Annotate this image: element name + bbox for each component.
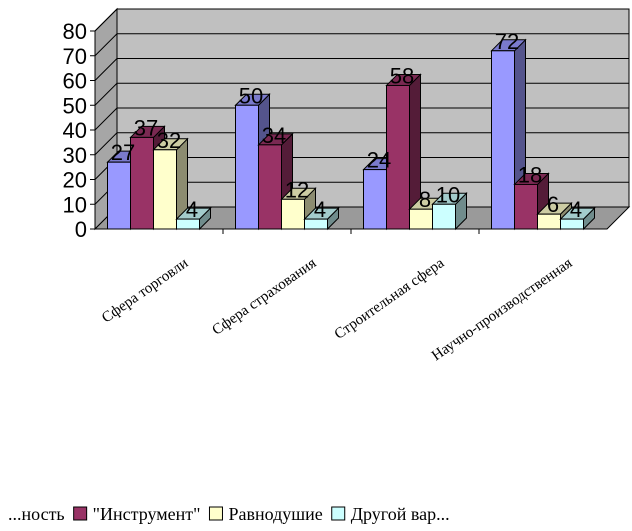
- y-tick-label: 80: [63, 19, 87, 44]
- y-tick-label: 10: [63, 192, 87, 217]
- category-label: Научно-производственная: [429, 255, 575, 364]
- data-label: 8: [419, 187, 431, 212]
- y-tick-label: 0: [75, 217, 87, 242]
- bar: [152, 137, 189, 231]
- bar: [303, 206, 340, 231]
- y-tick-label: 70: [63, 44, 87, 69]
- bar: [431, 192, 468, 231]
- legend-label: Равнодушие: [228, 504, 322, 524]
- legend-label: ...ность: [8, 504, 65, 524]
- y-tick-label: 40: [63, 118, 87, 143]
- legend-swatch: [73, 506, 88, 521]
- data-label: 58: [390, 63, 414, 88]
- data-label: 4: [314, 197, 326, 222]
- bar: [559, 206, 596, 231]
- bars: [106, 38, 596, 231]
- bar-front: [363, 169, 387, 230]
- legend-label: "Инструмент": [93, 504, 201, 524]
- data-label: 18: [518, 162, 542, 187]
- category-labels: Сфера торговли Сфера страхования Строитель…: [99, 255, 575, 364]
- gridline: [94, 8, 629, 32]
- bar-front: [386, 84, 410, 230]
- data-label: 72: [495, 29, 519, 54]
- y-tick-label: 20: [63, 168, 87, 193]
- category-label: Сфера страхования: [210, 255, 320, 339]
- bar-front: [281, 198, 305, 230]
- category-label: Сфера торговли: [99, 255, 191, 326]
- gridline: [94, 58, 629, 81]
- legend-item: Другой вар...: [331, 504, 450, 524]
- gridline: [94, 33, 629, 57]
- gridline: [94, 132, 629, 156]
- bar-front: [560, 218, 584, 230]
- data-label: 4: [570, 197, 582, 222]
- data-label: 27: [111, 140, 135, 165]
- legend-item: Равнодушие: [208, 504, 323, 524]
- category-label: Строительная сфера: [332, 255, 448, 343]
- data-label: 34: [262, 123, 286, 148]
- y-tick-label: 60: [63, 69, 87, 94]
- gridline: [94, 82, 629, 106]
- bar-front: [153, 149, 177, 230]
- bar-front: [176, 218, 200, 230]
- legend-item: ...ность: [8, 504, 65, 524]
- legend-label: Другой вар...: [351, 504, 450, 524]
- bar-front: [258, 144, 282, 230]
- bar-front: [304, 218, 328, 230]
- bar-front: [514, 183, 538, 230]
- y-tick-label: 30: [63, 143, 87, 168]
- data-label: 37: [134, 115, 158, 140]
- legend-swatch: [208, 506, 223, 521]
- data-label: 32: [157, 128, 181, 153]
- legend-item: "Инструмент": [73, 504, 201, 524]
- legend-swatch: [331, 506, 346, 521]
- data-label: 6: [547, 192, 559, 217]
- bar: [175, 206, 212, 231]
- bar-front: [235, 104, 259, 230]
- data-label: 12: [285, 177, 309, 202]
- gridline: [94, 107, 629, 131]
- bar-front: [107, 161, 131, 230]
- y-tick-label: 50: [63, 93, 87, 118]
- data-label: 50: [239, 83, 263, 108]
- data-label: 24: [367, 148, 391, 173]
- data-label: 4: [186, 197, 198, 222]
- bar-front: [491, 50, 515, 230]
- data-label: 10: [436, 182, 460, 207]
- bar-front: [432, 203, 456, 230]
- legend: ...ность "Инструмент" Равнодушие Другой вар…: [8, 504, 450, 524]
